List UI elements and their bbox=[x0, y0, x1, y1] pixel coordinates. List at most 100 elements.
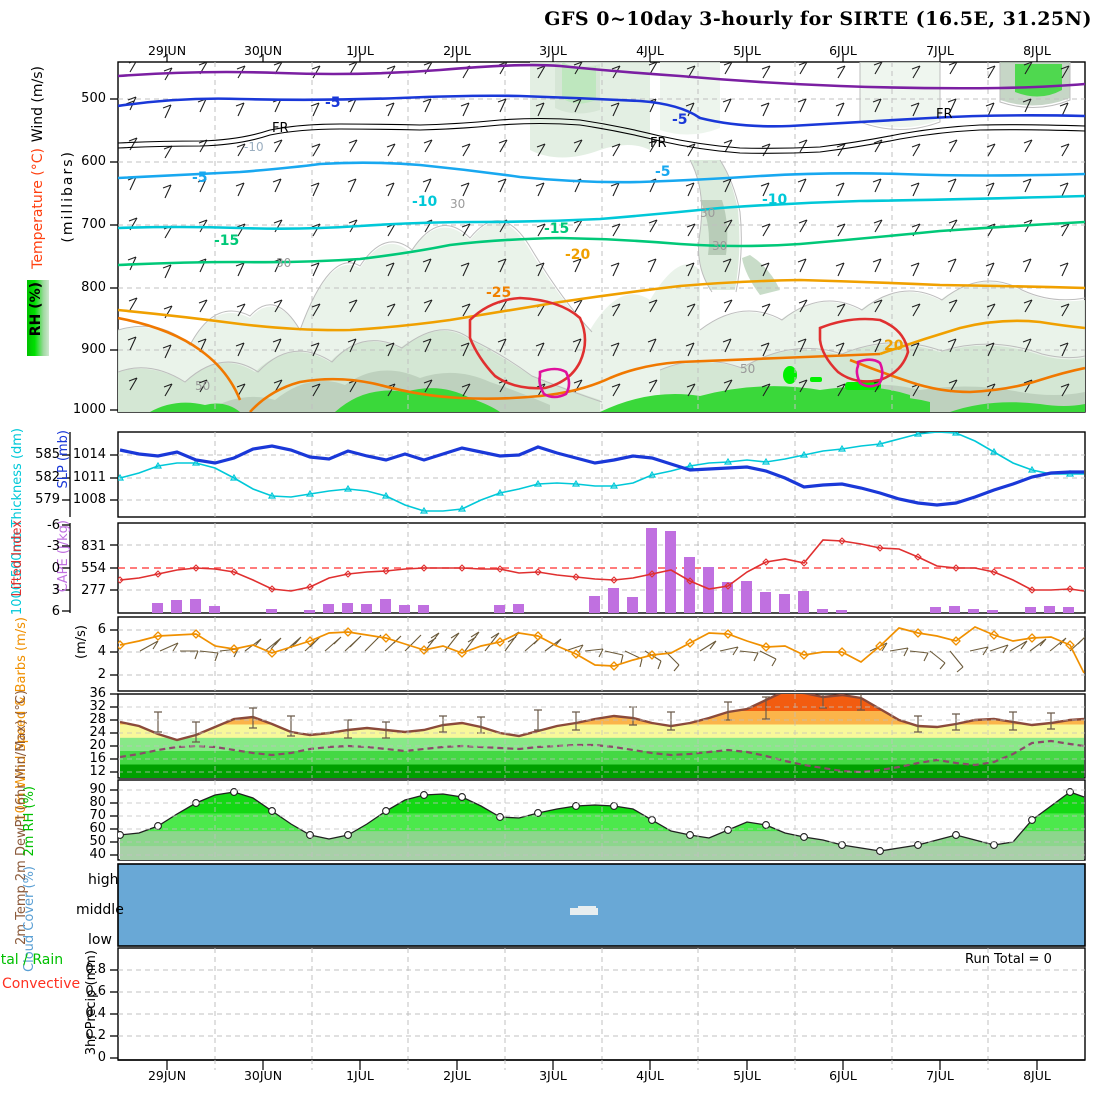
temperature-contours bbox=[118, 63, 1085, 412]
thickness-tick: 585 bbox=[35, 447, 60, 462]
lifted-index-line bbox=[119, 539, 1085, 592]
top-date-label: 7JUL bbox=[926, 43, 954, 58]
temp2m-line bbox=[119, 694, 1085, 742]
rh-contour-label: 50 bbox=[195, 379, 211, 393]
pressure-tick-1000: 1000 bbox=[72, 402, 106, 417]
temp2m-minmax-bars bbox=[154, 694, 1055, 743]
temp2m-grid bbox=[118, 694, 1085, 778]
pressure-axis-label: (millibars) bbox=[60, 150, 76, 243]
bottom-date-label: 2JUL bbox=[443, 1068, 471, 1083]
cloud-cover-panel bbox=[117, 863, 1086, 947]
temp2m-panel bbox=[117, 693, 1086, 779]
wind10m-markers bbox=[118, 627, 1075, 671]
contour-label: -5 bbox=[655, 164, 671, 180]
wind10m-speed-line bbox=[119, 626, 1085, 674]
temp2m-tick: 16 bbox=[89, 751, 106, 766]
rh-contour-label: 50 bbox=[740, 362, 756, 376]
top-date-label: 2JUL bbox=[443, 43, 471, 58]
wind10m-tick: 6 bbox=[97, 622, 106, 637]
cloud-level-high: high bbox=[88, 872, 119, 888]
rh-legend-label: RH (%) bbox=[28, 282, 44, 337]
rh2m-tick: 40 bbox=[89, 847, 106, 862]
contour-label: 20 bbox=[884, 338, 904, 354]
rh2m-tick: 60 bbox=[89, 821, 106, 836]
upper-air-panel bbox=[117, 61, 1086, 413]
temp2m-tick: 32 bbox=[89, 699, 106, 714]
cape-tick: 554 bbox=[81, 561, 106, 576]
freezing-level-label: FR bbox=[650, 136, 667, 151]
rh2m-panel bbox=[117, 779, 1086, 861]
rh-contour-label: 30 bbox=[450, 197, 466, 211]
cloud-patch bbox=[578, 906, 596, 910]
precip-tick: 0.2 bbox=[85, 1028, 106, 1043]
precip-tick: 0.6 bbox=[85, 984, 106, 999]
lifted-index-markers bbox=[118, 537, 1074, 594]
contour-label: -15 bbox=[214, 233, 240, 249]
temp2m-tick: 28 bbox=[89, 712, 106, 727]
top-date-label: 29JUN bbox=[147, 43, 187, 58]
top-date-label: 30JUN bbox=[243, 43, 283, 58]
pressure-tick-500: 500 bbox=[81, 91, 106, 106]
li-tick: 6 bbox=[51, 604, 60, 619]
rh-contour-label: 30 bbox=[276, 256, 292, 270]
precip-total-rain-label: Total / Rain bbox=[0, 952, 64, 968]
run-total-label: Run Total = 0 bbox=[965, 952, 1052, 967]
top-date-label: 8JUL bbox=[1023, 43, 1051, 58]
pressure-tick-900: 900 bbox=[81, 342, 106, 357]
contour-label: -20 bbox=[565, 247, 591, 263]
top-date-label: 1JUL bbox=[346, 43, 374, 58]
wind10m-tick: 2 bbox=[97, 667, 106, 682]
temp2m-tick: 20 bbox=[89, 738, 106, 753]
li-tick: -3 bbox=[47, 539, 60, 554]
pressure-tick-600: 600 bbox=[81, 154, 106, 169]
pressure-tick-700: 700 bbox=[81, 217, 106, 232]
precip-tick: 0.4 bbox=[85, 1006, 106, 1021]
thickness-tick: 579 bbox=[35, 492, 60, 507]
slp-tick: 1011 bbox=[72, 470, 106, 485]
bottom-date-label: 7JUL bbox=[926, 1068, 954, 1083]
bottom-date-label: 8JUL bbox=[1023, 1068, 1051, 1083]
freezing-level-contour bbox=[118, 117, 1085, 154]
li-cape-panel bbox=[117, 522, 1086, 614]
bottom-date-label: 1JUL bbox=[346, 1068, 374, 1083]
rh2m-tick: 90 bbox=[89, 782, 106, 797]
slp-thickness-panel bbox=[117, 431, 1086, 518]
bottom-time-axis bbox=[118, 1059, 1085, 1070]
precip-tick: 0 bbox=[97, 1050, 106, 1065]
dewpt2m-line bbox=[119, 739, 1085, 774]
wind-legend-label: Wind (m/s) bbox=[30, 66, 46, 143]
thickness-line bbox=[119, 432, 1084, 512]
top-time-axis bbox=[166, 54, 1038, 62]
contour-label: -10 bbox=[244, 140, 264, 154]
rh2m-tick: 70 bbox=[89, 808, 106, 823]
rh2m-axis-label: 2m RH (%) bbox=[22, 786, 37, 857]
temperature-legend-label: Temperature (°C) bbox=[30, 148, 46, 269]
thickness-markers bbox=[118, 432, 1075, 514]
cloud-level-low: low bbox=[88, 932, 112, 948]
slp-tick: 1014 bbox=[72, 447, 106, 462]
precip-grid bbox=[118, 948, 1085, 1060]
contour-label: -5 bbox=[325, 95, 341, 111]
lifted-index-axis-label: Lifted Index bbox=[10, 520, 25, 597]
precip-convective-label: Convective bbox=[2, 976, 81, 992]
cloud-patch bbox=[570, 908, 598, 915]
wind10m-tick: 4 bbox=[97, 644, 106, 659]
cloud-level-middle: middle bbox=[76, 902, 124, 918]
temp2m-tick: 36 bbox=[89, 686, 106, 701]
freezing-level-label: FR bbox=[936, 107, 953, 122]
cape-bars bbox=[152, 528, 1074, 613]
rh-contour-label: 30 bbox=[700, 206, 716, 220]
rh-contour-label: 30 bbox=[712, 239, 728, 253]
thickness-tick: 582 bbox=[35, 470, 60, 485]
contour-label: -5 bbox=[192, 170, 208, 186]
cape-tick: 831 bbox=[81, 539, 106, 554]
axis-tick-rails bbox=[62, 98, 118, 1059]
top-date-label: 3JUL bbox=[539, 43, 567, 58]
wind10m-panel bbox=[117, 616, 1086, 692]
bottom-date-label: 30JUN bbox=[243, 1068, 283, 1083]
top-date-label: 4JUL bbox=[636, 43, 664, 58]
contour-label: -15 bbox=[544, 221, 570, 237]
bottom-date-label: 6JUL bbox=[829, 1068, 857, 1083]
